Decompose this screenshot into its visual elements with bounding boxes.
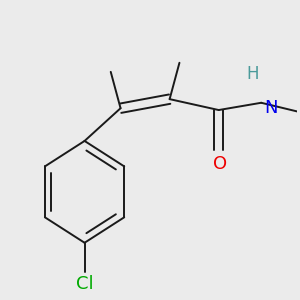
Text: N: N — [264, 99, 278, 117]
Text: H: H — [247, 65, 259, 83]
Text: Cl: Cl — [76, 275, 93, 293]
Text: O: O — [213, 155, 227, 173]
